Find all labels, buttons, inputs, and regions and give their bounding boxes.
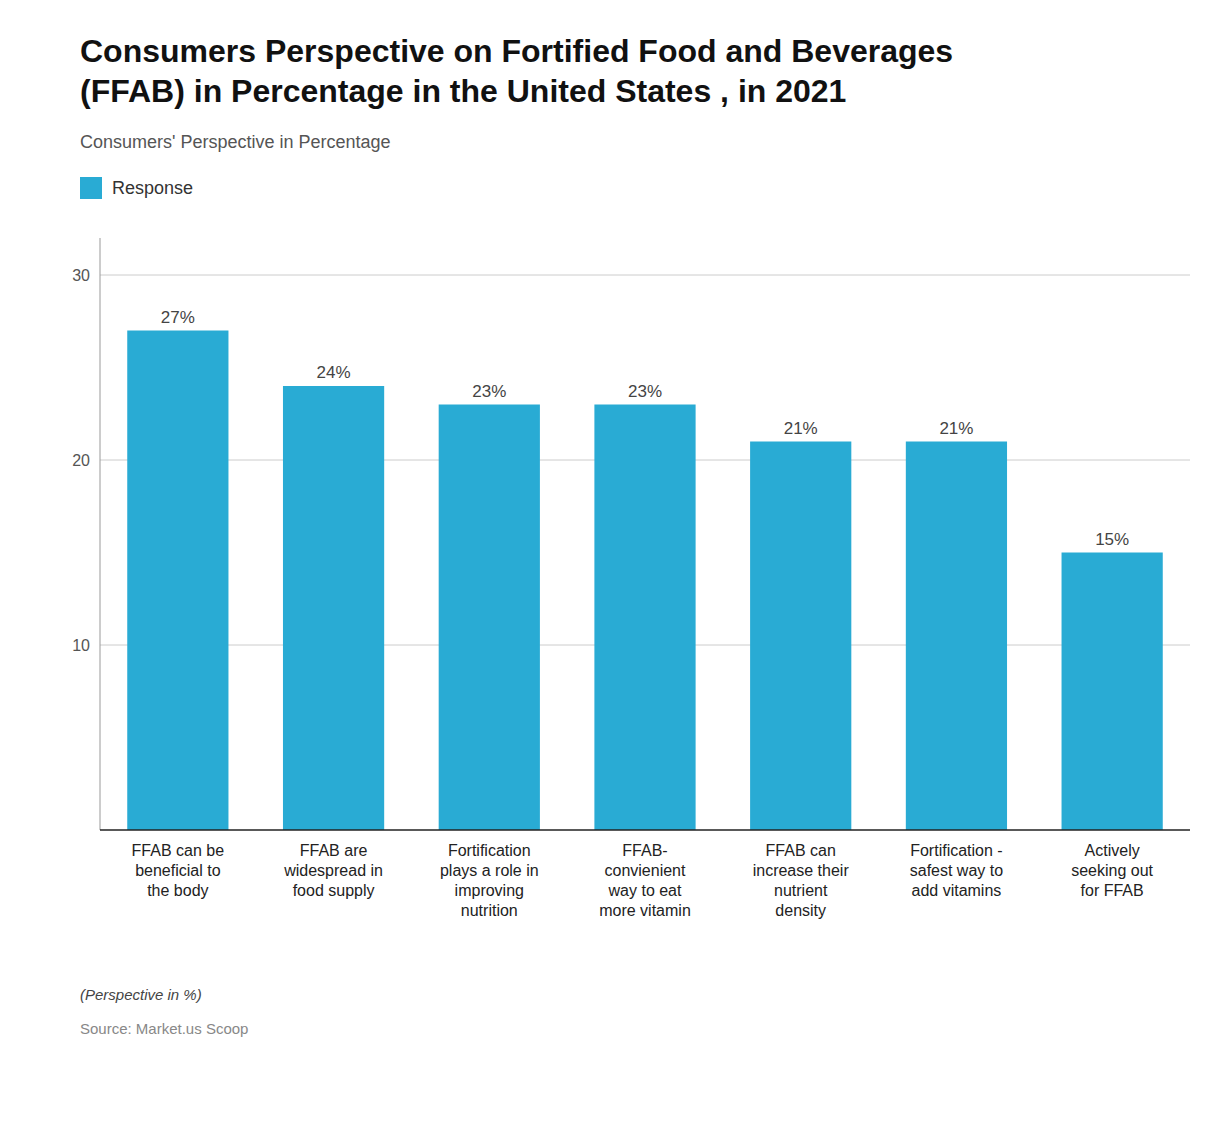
legend-swatch	[80, 177, 102, 199]
bar	[127, 331, 228, 831]
x-tick-label: FFAB-convienientway to eatmore vitamin	[599, 842, 691, 919]
bar	[439, 405, 540, 831]
bar	[906, 442, 1007, 831]
bar	[1062, 553, 1163, 831]
grid-line	[100, 275, 1190, 276]
x-tick-label: FFAB canincrease theirnutrientdensity	[753, 842, 850, 919]
x-tick-label: Activelyseeking outfor FFAB	[1071, 842, 1153, 899]
data-label: 27%	[161, 308, 195, 327]
x-axis-line	[100, 829, 1190, 831]
legend-label: Response	[112, 178, 193, 198]
bar	[283, 386, 384, 830]
y-tick-label: 20	[72, 452, 90, 469]
bars	[127, 331, 1163, 831]
data-label: 21%	[784, 419, 818, 438]
y-tick-label: 30	[72, 267, 90, 284]
legend: Response	[80, 177, 193, 199]
title: Consumers Perspective on Fortified Food …	[80, 33, 953, 109]
data-label: 15%	[1095, 530, 1129, 549]
data-label: 24%	[317, 363, 351, 382]
data-label: 23%	[628, 382, 662, 401]
data-label: 21%	[939, 419, 973, 438]
x-tick-label: FFAB arewidespread infood supply	[283, 842, 383, 899]
y-axis-line	[100, 238, 101, 830]
x-tick-label: FFAB can bebeneficial tothe body	[132, 842, 225, 899]
x-tick-label: Fortification -safest way toadd vitamins	[910, 842, 1003, 899]
background	[0, 0, 1220, 1126]
chart: Consumers Perspective on Fortified Food …	[0, 0, 1220, 1126]
subtitle: Consumers' Perspective in Percentage	[80, 132, 391, 152]
x-tick-label: Fortificationplays a role inimprovingnut…	[440, 842, 539, 919]
annotation: (Perspective in %)	[80, 986, 202, 1003]
annotation: Source: Market.us Scoop	[80, 1020, 248, 1037]
bar	[750, 442, 851, 831]
data-label: 23%	[472, 382, 506, 401]
y-tick-label: 10	[72, 637, 90, 654]
bar	[594, 405, 695, 831]
